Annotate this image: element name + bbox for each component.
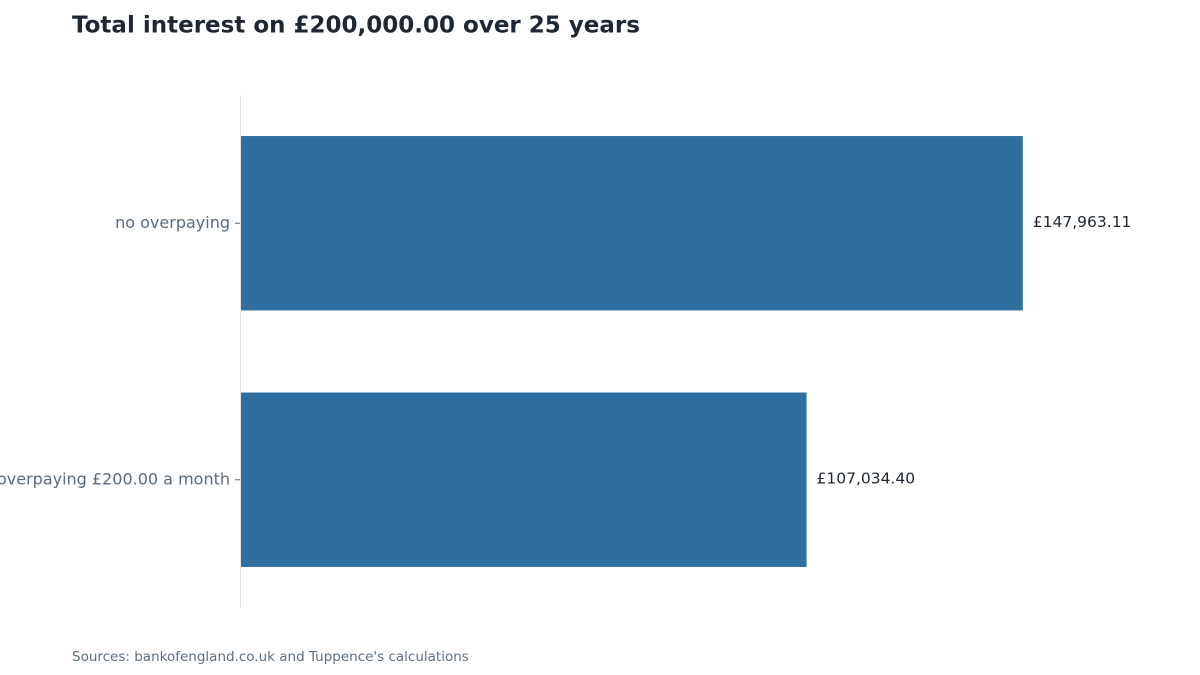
value-label: £147,963.11	[1033, 213, 1132, 231]
bar	[241, 136, 1023, 311]
bar	[241, 392, 807, 567]
y-tick-label: no overpaying	[115, 213, 230, 232]
y-tick-label: overpaying £200.00 a month	[0, 469, 230, 488]
value-label: £107,034.40	[817, 469, 916, 487]
source-note: Sources: bankofengland.co.uk and Tuppenc…	[72, 649, 469, 665]
chart-title: Total interest on £200,000.00 over 25 ye…	[72, 13, 640, 39]
